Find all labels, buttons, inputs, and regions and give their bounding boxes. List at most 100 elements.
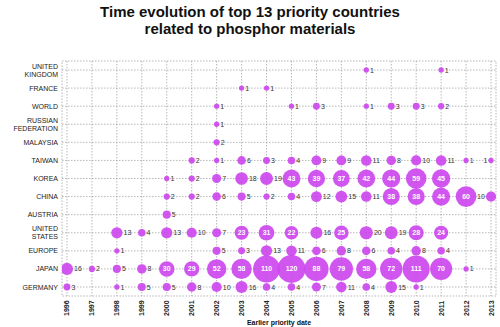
- data-label: 5: [122, 265, 126, 272]
- y-tick-label-line: UNITED: [32, 63, 58, 70]
- y-tick-label-line: UNITED: [32, 225, 58, 232]
- bubble: [288, 283, 296, 291]
- data-label: 3: [246, 247, 250, 254]
- data-label: 2: [196, 193, 200, 200]
- data-label: 1: [445, 67, 449, 74]
- bubble: [385, 226, 398, 239]
- grid-line-x: [466, 61, 467, 296]
- data-label: 3: [321, 103, 325, 110]
- data-label: 1: [420, 284, 424, 291]
- data-label: 11: [348, 284, 355, 291]
- bubble: [189, 193, 195, 199]
- data-label: 10: [198, 229, 206, 236]
- bubble: [463, 266, 468, 271]
- data-label: 3: [71, 284, 75, 291]
- bubble: [335, 191, 347, 203]
- data-label: 4: [371, 284, 375, 291]
- data-label: 4: [296, 193, 300, 200]
- data-label: 2: [271, 193, 275, 200]
- data-label: 13: [173, 229, 181, 236]
- bubble: [382, 169, 400, 187]
- data-label: 1: [370, 67, 374, 74]
- x-tick-label: 1997: [88, 300, 95, 316]
- data-label: 3: [421, 103, 425, 110]
- y-tick-label-line: FEDERATION: [13, 125, 58, 132]
- data-label: 5: [147, 284, 151, 291]
- bubble: [336, 155, 346, 165]
- data-label: 4: [296, 157, 300, 164]
- data-label: 58: [238, 265, 246, 272]
- bubble: [214, 122, 219, 127]
- bubble: [282, 170, 300, 188]
- bubble: [212, 174, 221, 183]
- data-label: 38: [387, 193, 395, 200]
- grid-line-x: [66, 61, 67, 296]
- data-label: 19: [399, 229, 407, 236]
- y-tick-label-line: TAIWAN: [32, 157, 58, 164]
- bubble: [312, 282, 321, 291]
- data-label: 1: [170, 175, 174, 182]
- bubble: [114, 248, 119, 253]
- bubble: [214, 139, 220, 145]
- bubble: [236, 281, 248, 293]
- bubble: [486, 191, 496, 201]
- bubble: [213, 247, 221, 255]
- bubble: [235, 226, 249, 240]
- data-label: 5: [172, 284, 176, 291]
- bubble: [411, 246, 420, 255]
- title: Time evolution of top 13 priority countr…: [75, 3, 425, 37]
- bubble: [138, 283, 146, 291]
- data-label: 10: [477, 193, 485, 200]
- bubble: [239, 85, 244, 90]
- bubble: [434, 226, 448, 240]
- bubble: [413, 103, 420, 110]
- data-label: 37: [337, 175, 345, 182]
- y-tick-label-line: RUSSIAN: [27, 117, 58, 124]
- bubble: [263, 193, 269, 199]
- data-label: 4: [296, 284, 300, 291]
- y-tick-label: FRANCE: [29, 85, 58, 92]
- bubble: [184, 261, 199, 276]
- y-tick-label-line: FRANCE: [29, 85, 58, 92]
- data-label: 58: [362, 265, 370, 272]
- grid-line-y: [62, 142, 496, 143]
- data-label: 7: [222, 229, 226, 236]
- grid-line-y: [62, 88, 496, 89]
- bubble: [114, 284, 119, 289]
- x-tick-label: 2011: [438, 301, 445, 316]
- bubble: [430, 258, 452, 280]
- bubble: [411, 155, 421, 165]
- bubble: [164, 176, 169, 181]
- bubble: [312, 247, 321, 256]
- data-label: 2: [221, 139, 225, 146]
- x-axis-label: Earlier priority date: [247, 319, 311, 327]
- bubble: [164, 193, 170, 199]
- data-label: 4: [147, 229, 151, 236]
- bubble: [383, 188, 400, 205]
- bubble: [337, 246, 346, 255]
- data-label: 11: [298, 247, 305, 254]
- y-tick-label: AUSTRIA: [28, 211, 59, 218]
- bubble: [363, 283, 371, 291]
- data-label: 29: [188, 265, 196, 272]
- bubble: [463, 158, 468, 163]
- bubble: [432, 169, 450, 187]
- data-label: 44: [437, 193, 445, 200]
- data-label: 4: [396, 247, 400, 254]
- y-tick-label-line: JAPAN: [36, 265, 58, 272]
- bubble: [488, 158, 493, 163]
- bubble: [438, 103, 444, 109]
- y-tick-label: JAPAN: [36, 265, 58, 272]
- data-label: 8: [148, 265, 152, 272]
- y-tick-label-line: GERMANY: [23, 284, 59, 291]
- data-label: 19: [274, 175, 282, 182]
- data-label: 11: [373, 157, 380, 164]
- bubble: [285, 226, 299, 240]
- bubble: [360, 226, 373, 239]
- bubble: [310, 227, 322, 239]
- bubble: [288, 193, 296, 201]
- y-tick-label: UNITEDSTATES: [32, 225, 59, 240]
- data-label: 1: [245, 85, 249, 92]
- data-label: 70: [437, 265, 445, 272]
- data-label: 15: [398, 284, 406, 291]
